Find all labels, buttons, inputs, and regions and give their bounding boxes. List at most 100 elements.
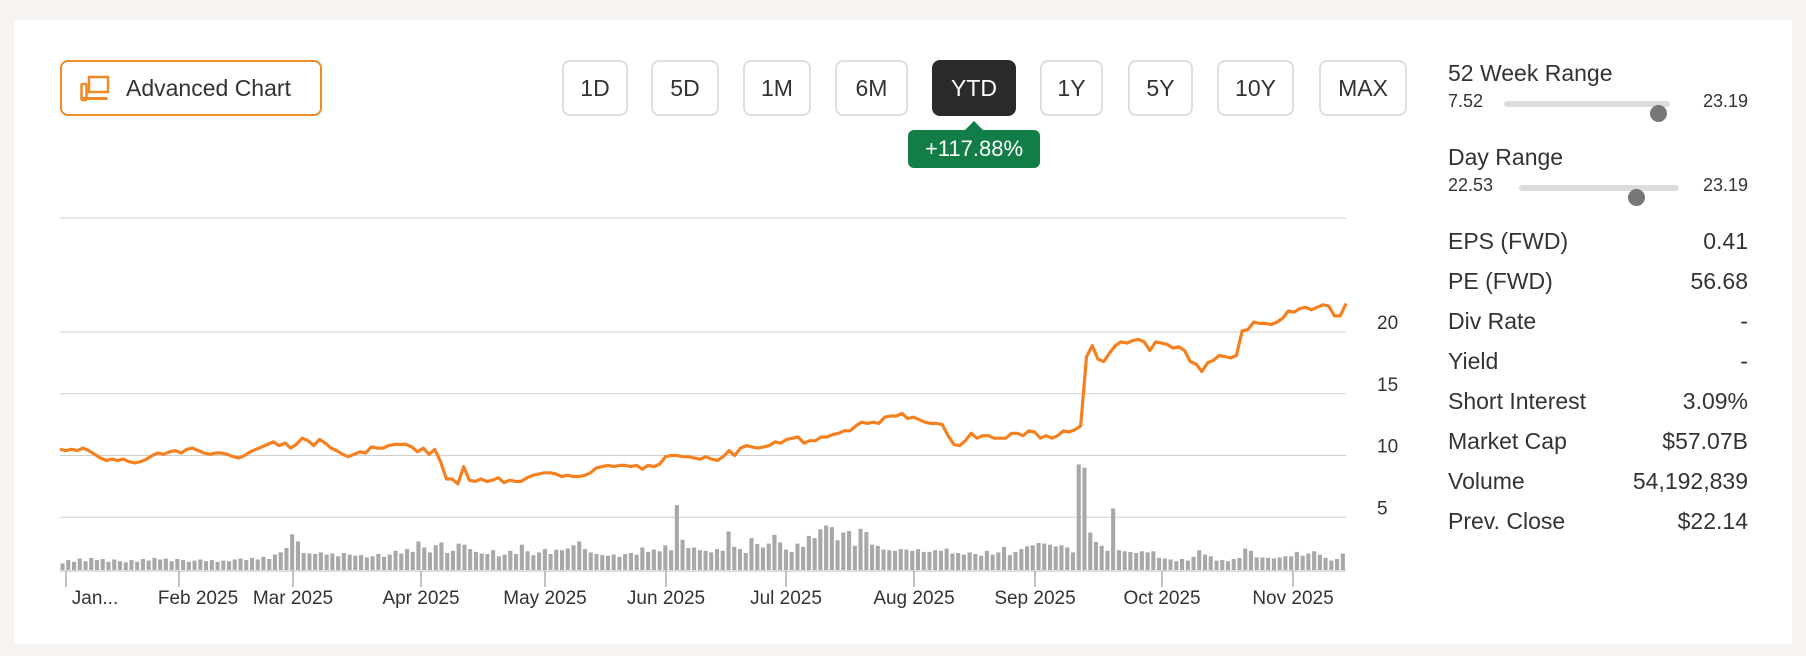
volume-bar: [1266, 557, 1271, 570]
range-6m-button[interactable]: 6M: [835, 60, 908, 116]
volume-bar: [169, 561, 174, 570]
volume-bar: [617, 556, 622, 570]
volume-bar: [1283, 556, 1288, 571]
volume-bar: [577, 541, 582, 570]
volume-bar: [1317, 554, 1322, 570]
x-tick-label: Feb 2025: [158, 588, 238, 609]
volume-bar: [1076, 464, 1081, 570]
volume-bar: [778, 542, 783, 570]
volume-bar: [1254, 557, 1259, 570]
range-1m-button[interactable]: 1M: [743, 60, 811, 116]
range-5d-button[interactable]: 5D: [651, 60, 719, 116]
volume-bar: [542, 549, 547, 570]
x-tick-label: May 2025: [503, 588, 586, 609]
range-5y-button[interactable]: 5Y: [1128, 60, 1193, 116]
volume-bar: [1007, 555, 1012, 570]
volume-bar: [399, 553, 404, 570]
range-ytd-button[interactable]: YTD: [932, 60, 1016, 116]
volume-bar: [307, 553, 312, 570]
volume-bar: [766, 543, 771, 570]
x-tick-label: Nov 2025: [1252, 588, 1333, 609]
volume-bar: [502, 554, 507, 570]
day-range-track: [1519, 185, 1679, 206]
volume-bar: [462, 544, 467, 570]
volume-bar: [743, 553, 748, 571]
stat-label: PE (FWD): [1448, 268, 1553, 294]
volume-bar: [456, 543, 461, 570]
stat-value: 3.09%: [1682, 388, 1748, 414]
y-tick-label: 5: [1377, 498, 1388, 519]
stat-value: 56.68: [1690, 268, 1748, 294]
volume-bar: [1174, 561, 1179, 570]
volume-bar: [1220, 560, 1225, 570]
volume-bar: [341, 553, 346, 571]
volume-bar: [1111, 508, 1116, 570]
volume-bar: [1036, 543, 1041, 570]
y-tick-label: 10: [1377, 437, 1398, 458]
volume-bar: [519, 544, 524, 570]
stat-value: 54,192,839: [1632, 468, 1748, 494]
week52-track: [1504, 101, 1670, 122]
volume-bar: [1019, 549, 1024, 570]
volume-bar: [209, 560, 214, 570]
volume-bar: [835, 540, 840, 570]
range-10y-button[interactable]: 10Y: [1217, 60, 1294, 116]
chart-grid: [60, 217, 1346, 518]
range-max-button[interactable]: MAX: [1319, 60, 1407, 116]
volume-bar: [755, 544, 760, 570]
volume-bar: [806, 535, 811, 570]
volume-bar: [864, 532, 869, 570]
volume-bar: [1122, 551, 1127, 570]
week52-range: 52 Week Range 7.52 23.19: [1448, 60, 1748, 122]
volume-bar: [979, 555, 984, 570]
volume-bar: [301, 553, 306, 571]
volume-bar: [1248, 550, 1253, 571]
volume-bar: [422, 547, 427, 570]
volume-bar: [376, 554, 381, 570]
advanced-chart-button[interactable]: Advanced Chart: [60, 60, 322, 116]
volume-bar: [1139, 551, 1144, 570]
range-1d-button[interactable]: 1D: [562, 60, 628, 116]
advanced-chart-icon: [80, 75, 110, 102]
volume-bar: [565, 548, 570, 570]
x-tick-label: Mar 2025: [253, 588, 333, 609]
volume-bar: [703, 550, 708, 571]
volume-bar: [60, 563, 65, 570]
volume-bar: [1243, 548, 1248, 570]
week52-low: 7.52: [1448, 91, 1484, 111]
range-1y-button[interactable]: 1Y: [1040, 60, 1103, 116]
stat-label: Volume: [1448, 468, 1525, 494]
volume-bar: [267, 559, 272, 570]
y-tick-label: 15: [1377, 375, 1398, 396]
stat-value: -: [1740, 348, 1748, 374]
volume-bar: [950, 553, 955, 570]
volume-bar: [1088, 532, 1093, 570]
volume-bar: [938, 550, 943, 571]
volume-bar: [1237, 557, 1242, 570]
volume-bar: [250, 557, 255, 570]
volume-bar: [531, 555, 536, 570]
volume-bar: [485, 554, 490, 570]
x-tick-label: Oct 2025: [1123, 588, 1200, 609]
volume-bar: [1013, 551, 1018, 570]
volume-bar: [140, 559, 145, 570]
volume-bar: [611, 554, 616, 570]
volume-bar: [760, 547, 765, 570]
volume-bar: [158, 559, 163, 570]
volume-bar: [646, 551, 651, 570]
volume-bar: [468, 549, 473, 570]
stat-yield: Yield -: [1448, 348, 1748, 378]
x-tick-label: Sep 2025: [994, 588, 1075, 609]
week52-title: 52 Week Range: [1448, 60, 1613, 86]
volume-bar: [1025, 546, 1030, 570]
stat-label: Div Rate: [1448, 308, 1537, 334]
stat-value: $22.14: [1677, 508, 1748, 534]
volume-bar: [852, 545, 857, 570]
volume-bar: [847, 531, 852, 570]
volume-bar: [588, 552, 593, 570]
volume-bar: [818, 529, 823, 570]
x-tick-label: Apr 2025: [382, 588, 459, 609]
price-line: [59, 302, 1348, 486]
price-line-group: [59, 302, 1348, 486]
